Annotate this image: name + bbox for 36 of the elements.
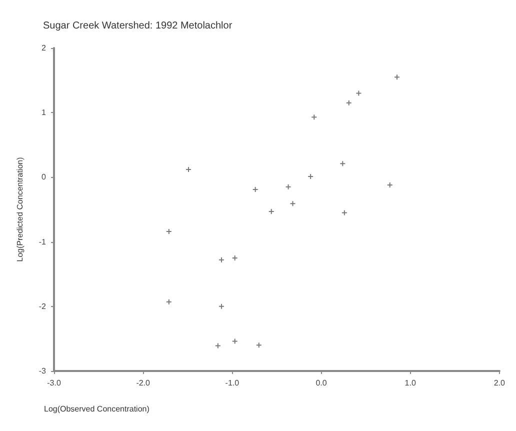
point [346,100,352,106]
point [256,342,262,348]
y-tick-label: 0 [42,172,47,182]
point [252,186,258,192]
point [232,255,238,260]
point [312,114,317,120]
x-tick-label: 1.0 [404,378,416,388]
x-tick-label: -2.0 [136,378,151,388]
x-tick-label: -3.0 [47,378,62,388]
point [340,161,346,166]
y-tick-label: -3 [38,366,47,376]
point [218,304,224,309]
point [342,210,347,216]
y-tick-label: -1 [38,237,47,246]
point [268,208,274,214]
x-tick-label: 2.0 [494,378,506,388]
y-axis-title: Log(Predicted Concentration) [16,156,24,262]
point [215,343,220,348]
x-axis-title: Log(Observed Concentration) [44,404,150,414]
point [166,299,172,304]
y-tick-label: 2 [42,44,47,52]
point [232,338,238,344]
point [290,201,296,206]
point [308,174,314,180]
y-tick-label: -2 [38,302,47,311]
point [356,90,362,96]
point [218,257,224,262]
x-tick-label: -1.0 [225,378,240,388]
point [186,166,192,172]
point [394,74,400,80]
x-tick-label: 0.0 [316,378,328,388]
point [166,228,172,234]
point [286,184,291,190]
chart-title: Sugar Creek Watershed: 1992 Metolachlor [43,20,233,32]
point [387,182,392,188]
y-tick-label: 1 [42,108,47,118]
